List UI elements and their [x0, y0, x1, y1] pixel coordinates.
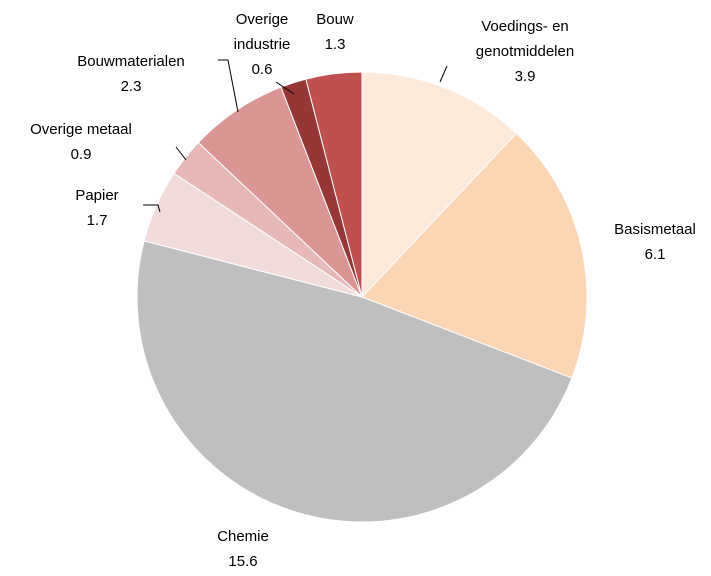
value-label: 6.1 [644, 246, 666, 263]
category-label: Voedings- en genotmiddelen [475, 18, 575, 60]
slice-label: Papier 1.7 [57, 183, 137, 233]
pie-slice [197, 86, 363, 298]
leader-line [218, 59, 239, 113]
slice-label: Basismetaal 6.1 [595, 217, 711, 267]
category-label: Chemie [217, 528, 269, 545]
value-label: 3.9 [514, 68, 536, 85]
category-label: Bouwmaterialen [77, 53, 185, 70]
pie-slice [361, 71, 518, 299]
slice-label: Overige metaal 0.9 [11, 117, 151, 167]
value-label: 1.3 [324, 36, 346, 53]
category-label: Papier [75, 187, 119, 204]
leader-line [439, 65, 448, 83]
value-label: 1.7 [86, 212, 108, 229]
pie-slice [361, 132, 588, 379]
slice-label: Voedings- en genotmiddelen 3.9 [455, 14, 595, 89]
pie-slice [305, 71, 363, 298]
value-label: 0.9 [70, 146, 92, 163]
slice-label: Chemie 15.6 [183, 524, 303, 574]
value-label: 0.6 [251, 61, 273, 78]
leader-line [275, 81, 295, 95]
category-label: Bouw [316, 11, 354, 28]
category-label: Overige industrie [233, 11, 291, 53]
slice-label: Bouwmaterialen 2.3 [61, 49, 201, 99]
leader-line [143, 204, 161, 213]
value-label: 2.3 [120, 78, 142, 95]
leader-line [175, 146, 187, 161]
slice-label: Overige industrie 0.6 [227, 7, 297, 82]
slice-label: Bouw 1.3 [305, 7, 365, 57]
value-label: 15.6 [228, 553, 258, 570]
category-label: Overige metaal [30, 121, 132, 138]
category-label: Basismetaal [614, 221, 696, 238]
pie-slice [136, 240, 573, 523]
